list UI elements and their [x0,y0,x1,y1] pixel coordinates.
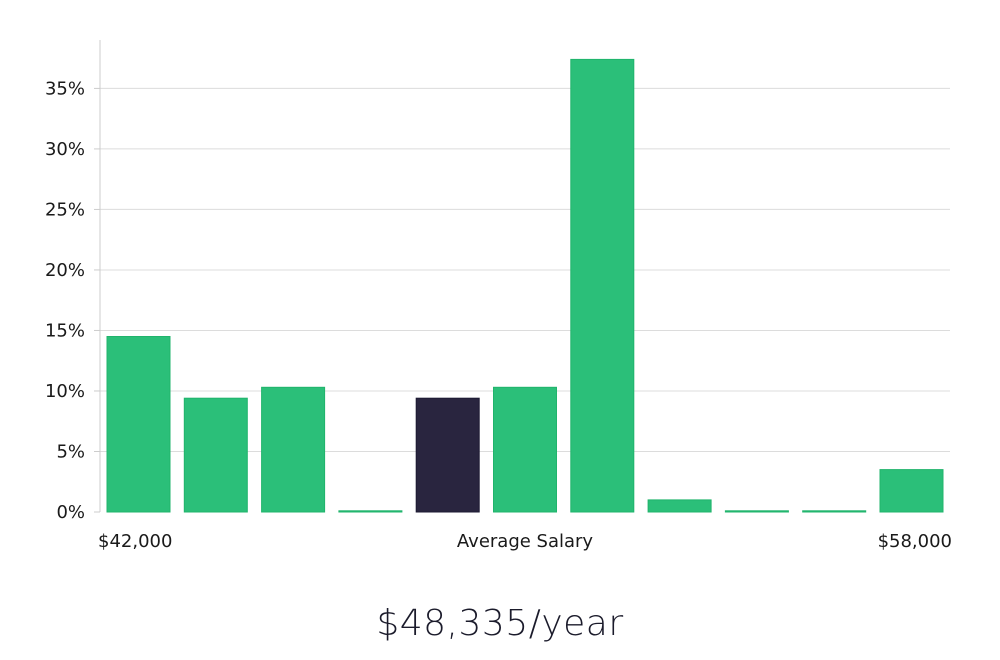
y-tick-label: 20% [45,260,85,281]
y-tick-label: 30% [45,139,85,160]
grid-lines [100,87,950,452]
bar [338,510,403,513]
x-label-min: $42,000 [98,531,172,552]
bar [647,499,712,513]
y-tick-label: 5% [56,441,85,462]
bar [261,386,326,513]
salary-distribution-chart: 0% 5% 10% 15% 20% 25% 30% 35% $42,000 Average S… [45,40,952,552]
y-tick-label: 25% [45,199,85,220]
bar [183,397,248,513]
y-tick-label: 0% [56,502,85,523]
y-tick-label: 15% [45,320,85,341]
bar [106,336,171,513]
x-label-average-salary: Average Salary [457,531,594,552]
bar [570,58,635,513]
bar-highlighted [415,397,480,513]
bars [106,58,944,513]
y-tick-label: 35% [45,78,85,99]
y-tick-labels: 0% 5% 10% 15% 20% 25% 30% 35% [45,78,100,523]
bar [802,510,867,513]
y-tick-label: 10% [45,381,85,402]
bar [493,386,557,513]
bar [879,469,944,513]
bar [724,510,789,513]
average-salary-headline: $48,335/year [376,603,624,644]
x-label-max: $58,000 [878,531,952,552]
